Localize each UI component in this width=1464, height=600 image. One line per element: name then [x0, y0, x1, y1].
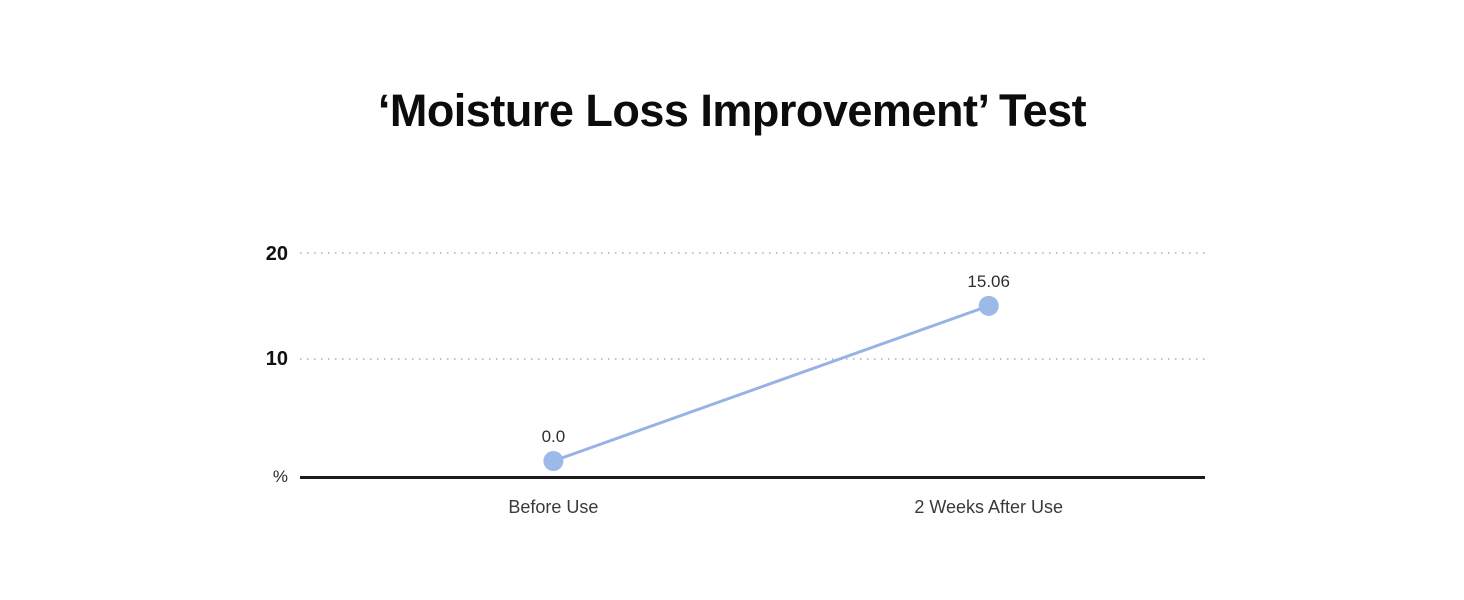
series-marker: [978, 295, 999, 316]
category-label: 2 Weeks After Use: [914, 497, 1064, 517]
chart-title: ‘Moisture Loss Improvement’ Test: [377, 85, 1087, 136]
y-axis-unit-label: %: [272, 467, 288, 486]
point-value-label: 15.06: [967, 271, 1010, 291]
series-marker: [543, 451, 564, 471]
gridline-20: [300, 252, 1205, 254]
y-axis-tick-20: 20: [265, 243, 288, 265]
gridline-10: [300, 358, 1205, 360]
point-value-label: 0.0: [541, 427, 566, 446]
y-axis-tick-10: 10: [265, 348, 288, 370]
series-line: [551, 304, 991, 463]
x-axis-line: [300, 476, 1205, 479]
category-label: Before Use: [508, 497, 599, 517]
